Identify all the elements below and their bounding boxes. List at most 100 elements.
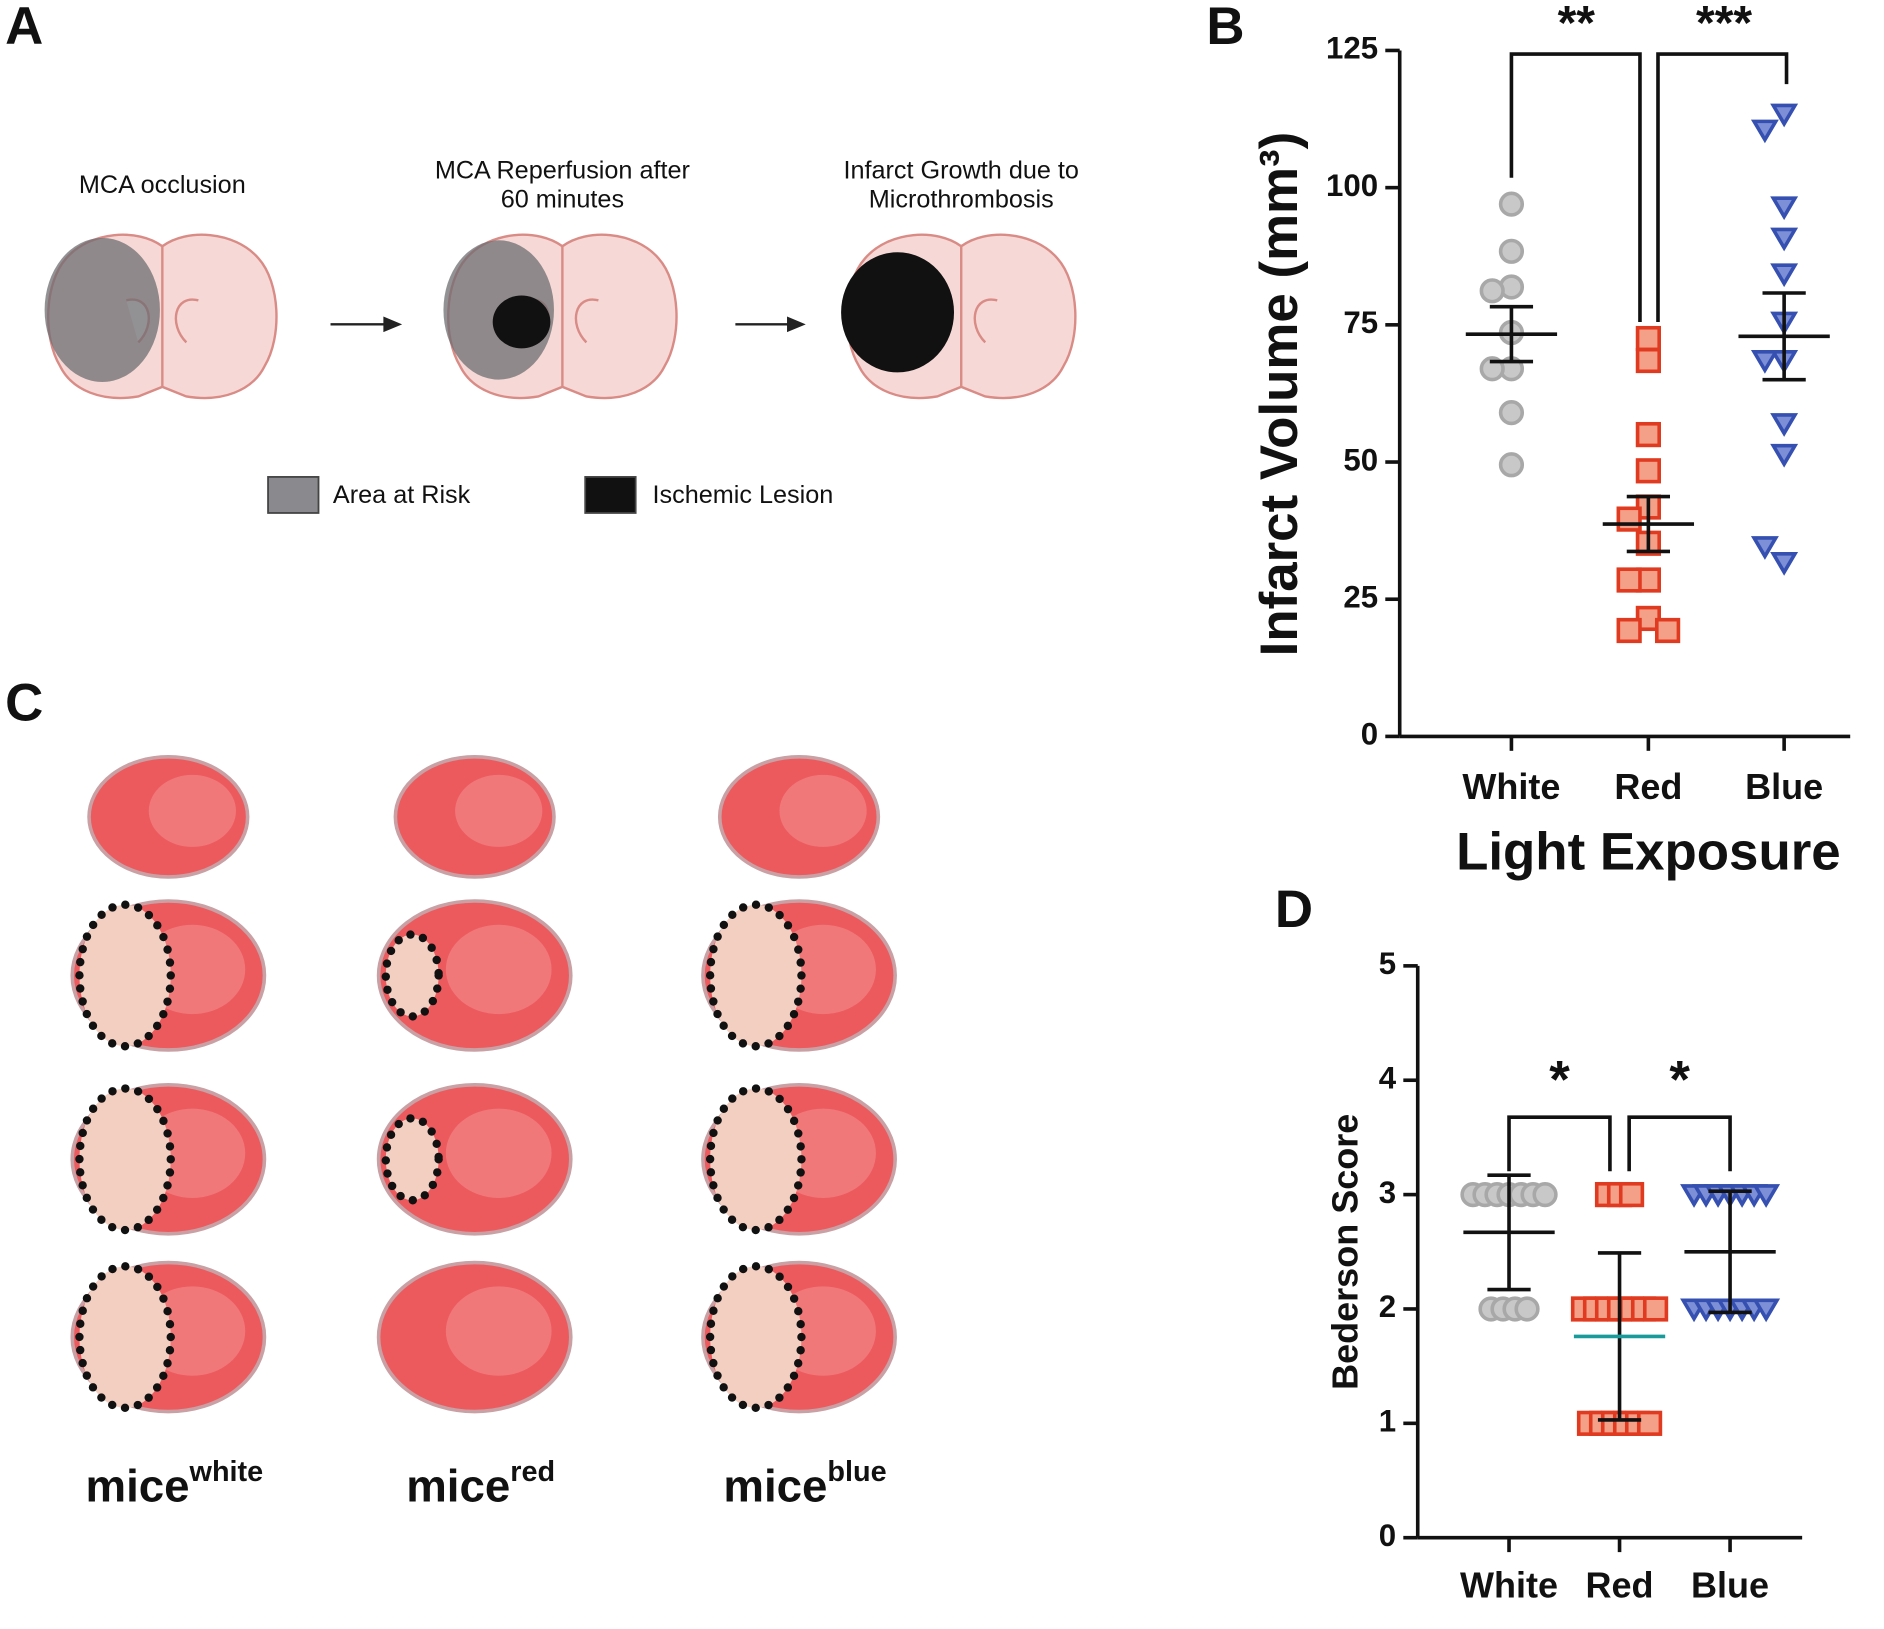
label-base: mice xyxy=(85,1461,189,1512)
label-sup: red xyxy=(510,1455,555,1487)
significance-label: *** xyxy=(1696,0,1752,50)
area-at-risk xyxy=(44,237,160,383)
significance-bracket xyxy=(1656,52,1789,322)
y-tick-label: 2 xyxy=(1379,1289,1396,1324)
group-label: micered xyxy=(406,1455,555,1511)
legend-label: Ischemic Lesion xyxy=(652,481,833,509)
y-tick-label: 1 xyxy=(1379,1404,1396,1439)
step-label: Infarct Growth due to xyxy=(843,156,1079,184)
step-label: Microthrombosis xyxy=(869,185,1054,213)
brain-photos xyxy=(70,755,897,1414)
point xyxy=(1498,400,1525,426)
y-tick-label: 25 xyxy=(1343,579,1378,614)
lesion xyxy=(492,295,551,349)
y-tick-label: 50 xyxy=(1343,442,1378,477)
y-tick-label: 3 xyxy=(1379,1175,1396,1210)
point xyxy=(1635,347,1661,374)
point xyxy=(1616,567,1642,593)
y-tick-label: 75 xyxy=(1343,305,1378,340)
point xyxy=(1770,196,1799,221)
legend-swatch xyxy=(584,476,637,514)
lesion xyxy=(841,252,955,373)
panel-label: D xyxy=(1275,880,1313,939)
point xyxy=(1770,263,1799,288)
slice-highlight xyxy=(445,1286,552,1376)
infarct xyxy=(75,1084,175,1235)
point xyxy=(1770,552,1799,576)
panel-label: A xyxy=(5,0,43,56)
infarct xyxy=(381,930,443,1021)
slice-highlight xyxy=(455,774,543,847)
point xyxy=(1532,1181,1558,1208)
point xyxy=(1642,1296,1669,1322)
point xyxy=(1635,458,1661,484)
point xyxy=(1752,1298,1781,1323)
group-label: miceblue xyxy=(723,1455,886,1511)
point xyxy=(1498,191,1525,217)
slice-highlight xyxy=(445,924,552,1015)
point xyxy=(1635,421,1661,448)
y-axis-title: Bederson Score xyxy=(1325,1114,1366,1390)
slice-highlight xyxy=(445,1108,552,1198)
point xyxy=(1750,536,1779,560)
x-tick-label: Red xyxy=(1586,1565,1654,1606)
point xyxy=(1770,103,1799,128)
panel-label: C xyxy=(5,673,43,732)
point xyxy=(1654,617,1681,644)
point xyxy=(1635,325,1661,352)
x-tick-label: Blue xyxy=(1691,1565,1769,1606)
infarct xyxy=(705,900,806,1051)
infarct xyxy=(705,1084,806,1235)
point xyxy=(1750,350,1779,374)
slice-highlight xyxy=(779,774,867,847)
legend-swatch xyxy=(267,476,320,514)
step-label: 60 minutes xyxy=(501,185,624,213)
point xyxy=(1770,227,1799,252)
point xyxy=(1636,1410,1663,1436)
label-sup: white xyxy=(189,1455,264,1487)
infarct xyxy=(381,1114,443,1205)
point xyxy=(1514,1296,1540,1322)
point xyxy=(1770,413,1799,437)
group-label: micewhite xyxy=(85,1455,263,1511)
significance-label: ** xyxy=(1558,0,1596,50)
legend-label: Area at Risk xyxy=(333,481,471,509)
step-label: MCA Reperfusion after xyxy=(435,156,690,184)
x-tick-label: Blue xyxy=(1745,766,1823,807)
y-tick-label: 0 xyxy=(1361,717,1378,752)
y-tick-label: 5 xyxy=(1379,946,1396,981)
y-tick-label: 4 xyxy=(1379,1060,1397,1095)
significance-label: * xyxy=(1549,1051,1570,1110)
point xyxy=(1618,1181,1645,1208)
label-base: mice xyxy=(723,1461,827,1512)
x-tick-label: White xyxy=(1462,766,1560,807)
y-tick-label: 0 xyxy=(1379,1518,1396,1553)
significance-label: * xyxy=(1669,1051,1690,1110)
infarct xyxy=(75,900,175,1051)
x-tick-label: Red xyxy=(1614,766,1682,807)
y-tick-label: 100 xyxy=(1326,168,1378,203)
x-tick-label: White xyxy=(1460,1565,1558,1606)
point xyxy=(1479,278,1505,304)
label-sup: blue xyxy=(827,1455,886,1487)
point xyxy=(1498,452,1525,478)
step-label: MCA occlusion xyxy=(79,171,246,199)
label-base: mice xyxy=(406,1461,510,1512)
significance-bracket xyxy=(1627,1115,1732,1172)
panel-label: B xyxy=(1206,0,1244,56)
y-tick-label: 125 xyxy=(1326,31,1378,66)
significance-bracket xyxy=(1507,1115,1612,1172)
point xyxy=(1770,443,1799,468)
arrows xyxy=(330,316,806,333)
slice-highlight xyxy=(148,774,236,847)
y-axis-title: Infarct Volume (mm³) xyxy=(1250,132,1309,657)
point xyxy=(1752,1184,1781,1208)
significance-bracket xyxy=(1509,52,1642,322)
point xyxy=(1498,238,1525,264)
x-axis-title: Light Exposure xyxy=(1456,822,1841,881)
point xyxy=(1616,617,1642,644)
infarct xyxy=(705,1262,806,1413)
infarct xyxy=(75,1262,175,1413)
point xyxy=(1750,119,1779,144)
